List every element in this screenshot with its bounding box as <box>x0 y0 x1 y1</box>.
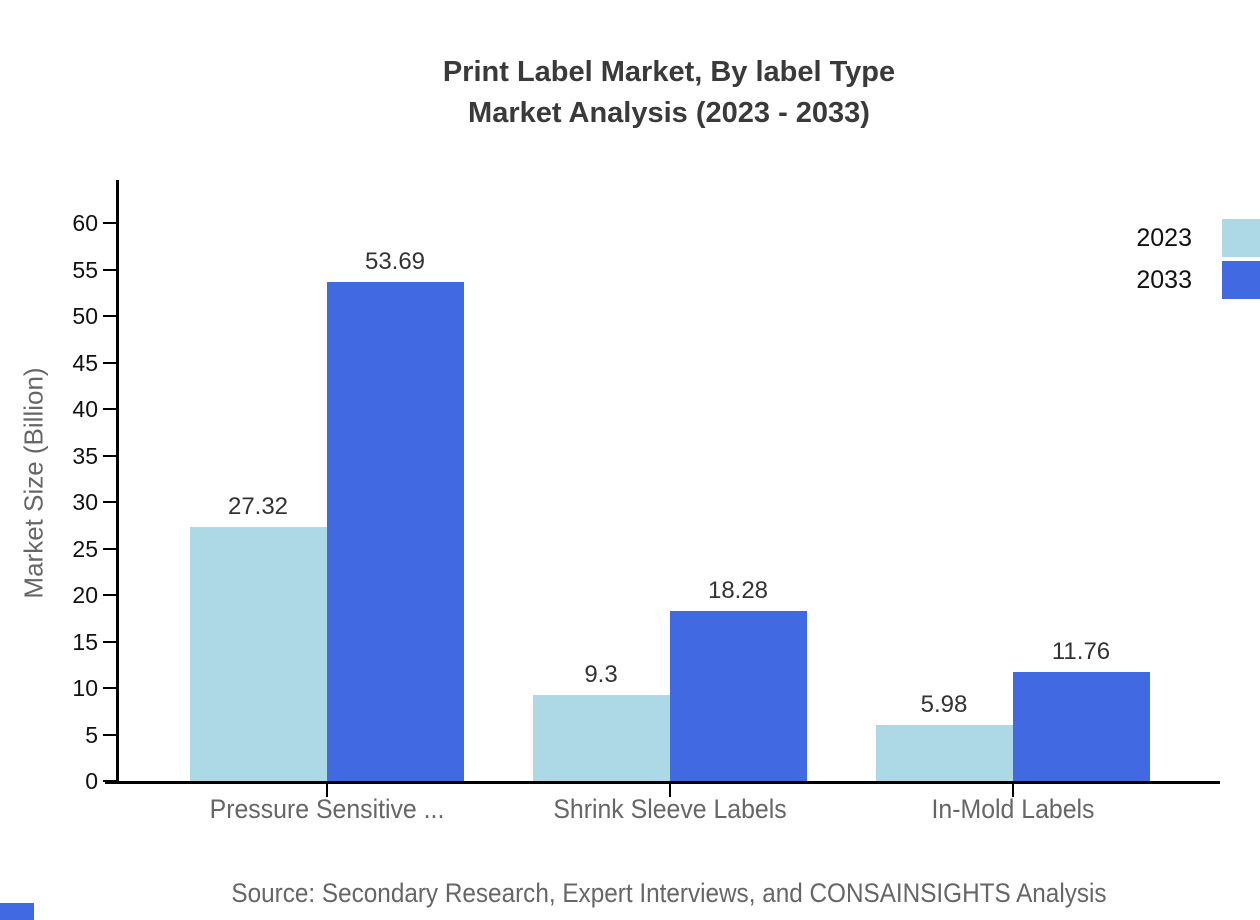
y-tick-label-5: 5 <box>85 721 98 748</box>
y-tick-label-50: 50 <box>72 303 98 329</box>
legend-swatch-2033 <box>1222 261 1260 299</box>
y-tick-label-10: 10 <box>72 675 98 701</box>
x-tick-in-mold-labels <box>1011 784 1014 797</box>
y-tick-label-20: 20 <box>72 582 98 608</box>
bar-2023-pressure-sensitive <box>189 526 327 781</box>
y-tick-label-60: 60 <box>72 210 98 236</box>
x-tick-shrink-sleeve-labels <box>668 784 671 797</box>
y-tick-50 <box>103 315 116 317</box>
chart-title: Print Label Market, By label Type Market… <box>443 52 895 134</box>
y-tick-35 <box>103 454 116 457</box>
y-tick-55 <box>103 268 116 271</box>
y-tick-label-0: 0 <box>85 768 98 794</box>
y-tick-10 <box>103 687 116 689</box>
y-tick-label-40: 40 <box>72 396 98 422</box>
x-label-shrink-sleeve-labels: Shrink Sleeve Labels <box>552 794 787 824</box>
y-tick-label-45: 45 <box>72 349 98 376</box>
y-tick-20 <box>103 594 116 596</box>
y-tick-label-15: 15 <box>72 628 98 655</box>
y-tick-label-25: 25 <box>72 535 98 562</box>
value-label-2033-in-mold-labels: 11.76 <box>1051 637 1111 665</box>
bar-2033-shrink-sleeve-labels <box>669 610 807 781</box>
x-label-in-mold-labels: In-Mold Labels <box>931 794 1094 824</box>
x-tick-pressure-sensitive <box>325 784 328 797</box>
bar-2033-pressure-sensitive <box>326 281 464 781</box>
legend-item-2033: 2033 <box>1136 261 1260 299</box>
value-label-2033-shrink-sleeve-labels: 18.28 <box>707 576 769 604</box>
bar-2033-in-mold-labels <box>1012 671 1150 781</box>
legend: 2023 2033 <box>1136 219 1260 303</box>
source-note: Source: Secondary Research, Expert Inter… <box>231 878 1107 908</box>
y-tick-30 <box>103 501 116 503</box>
y-tick-60 <box>103 222 116 224</box>
y-tick-label-35: 35 <box>72 442 98 469</box>
y-tick-label-30: 30 <box>72 489 98 515</box>
legend-item-2023: 2023 <box>1136 219 1260 257</box>
y-tick-40 <box>103 408 116 410</box>
chart-title-line1: Print Label Market, By label Type <box>442 56 896 88</box>
bar-2023-shrink-sleeve-labels <box>532 694 670 781</box>
y-axis-line <box>116 180 119 784</box>
y-tick-label-55: 55 <box>72 256 98 283</box>
y-tick-45 <box>103 361 116 364</box>
legend-label-2023: 2023 <box>1136 223 1192 252</box>
chart-title-line2: Market Analysis (2023 - 2033) <box>468 97 870 129</box>
bar-2023-in-mold-labels <box>875 725 1013 781</box>
value-label-2033-pressure-sensitive: 53.69 <box>364 247 426 275</box>
x-axis-line <box>105 781 1220 784</box>
corner-logo-fragment <box>0 903 34 920</box>
legend-label-2033: 2033 <box>1136 265 1192 294</box>
legend-swatch-2023 <box>1222 219 1260 257</box>
y-tick-5 <box>103 733 116 736</box>
y-tick-15 <box>103 640 116 643</box>
y-tick-0 <box>103 780 116 782</box>
value-label-2023-pressure-sensitive: 27.32 <box>227 492 289 520</box>
x-label-pressure-sensitive: Pressure Sensitive ... <box>209 794 444 824</box>
y-tick-25 <box>103 547 116 550</box>
value-label-2023-shrink-sleeve-labels: 9.3 <box>584 660 618 688</box>
value-label-2023-in-mold-labels: 5.98 <box>920 691 968 719</box>
